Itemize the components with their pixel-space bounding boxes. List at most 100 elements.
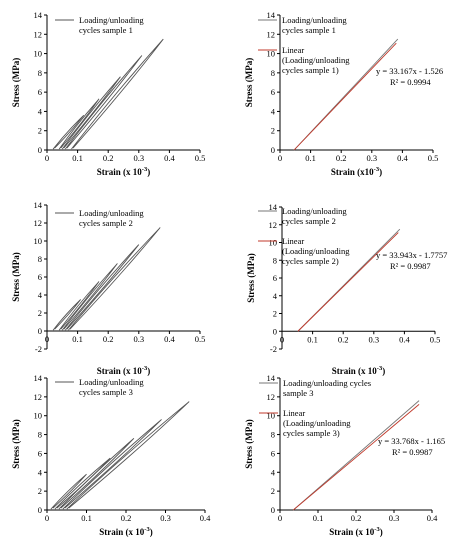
y-tick-label: 4: [38, 290, 43, 300]
y-tick-label: 4: [271, 106, 276, 116]
legend-label-linear: Linear: [282, 45, 304, 55]
y-tick-label: 14: [267, 10, 276, 20]
x-tick-label: 0.1: [72, 153, 83, 163]
r-squared-label: R² = 0.9987: [390, 261, 431, 271]
cycle-loop: [50, 473, 87, 510]
cycle-loop: [58, 438, 135, 510]
y-axis-title: Stress (MPa): [11, 419, 21, 469]
y-tick-label: 2: [271, 486, 275, 496]
x-tick-label: 0.1: [305, 153, 316, 163]
y-tick-label: 2: [38, 308, 42, 318]
y-tick-label: 10: [34, 411, 43, 421]
y-tick-label: 8: [38, 430, 42, 440]
x-tick-label: 0.2: [351, 513, 362, 523]
legend-label: sample 3: [283, 388, 313, 398]
y-tick-label: 14: [34, 200, 43, 210]
y-tick-label: 10: [34, 49, 43, 59]
x-tick-label: 0.4: [200, 513, 211, 523]
legend-label-linear: cycles sample 2): [282, 256, 339, 266]
y-tick-label: 8: [273, 255, 277, 265]
y-axis-title: Stress (MPa): [246, 253, 256, 303]
legend-label: cycles sample 3: [79, 387, 133, 397]
chart-panel-6: 0 2 4 6 8 10 12 14 0 0.1 0.2 0.3 0.4 Strain (x 10-3) S…: [244, 373, 445, 537]
x-axis-title: Strain (x 10-3): [99, 526, 152, 537]
cycle-loop: [61, 263, 118, 331]
x-tick-label: 0.4: [164, 334, 175, 344]
r-squared-label: R² = 0.9987: [392, 447, 433, 457]
legend-label: cycles sample 1: [282, 25, 336, 35]
y-tick-label: 12: [34, 29, 43, 39]
x-tick-label: 0.3: [133, 334, 144, 344]
y-tick-label: 4: [38, 106, 43, 116]
cycle-loop: [65, 244, 140, 331]
r-squared-label: R² = 0.9994: [390, 77, 431, 87]
y-tick-label: 2: [38, 486, 42, 496]
x-tick-label: 0.2: [338, 334, 349, 344]
x-axis-title: Strain (x 10-3): [97, 365, 150, 376]
y-tick-label: 8: [271, 430, 275, 440]
x-tick-label: 0: [278, 153, 282, 163]
y-tick-label: 0: [38, 326, 42, 336]
y-tick-label: -2: [270, 344, 277, 354]
data-series-line: [293, 400, 420, 511]
y-tick-label: 2: [38, 126, 42, 136]
y-tick-label: 6: [38, 272, 42, 282]
y-tick-label: 0: [271, 505, 275, 515]
y-tick-label: 14: [269, 202, 278, 212]
x-tick-label: 0.5: [195, 334, 206, 344]
y-tick-label: 0: [38, 505, 42, 515]
x-axis-title: Strain (x 10-3): [97, 166, 150, 177]
cycle-loop: [58, 98, 100, 150]
x-tick-label: 0: [278, 513, 282, 523]
y-tick-label: 12: [267, 29, 276, 39]
y-tick-label: 2: [273, 309, 277, 319]
x-tick-label: 0.4: [397, 153, 408, 163]
x-tick-label: 0.4: [399, 334, 410, 344]
y-tick-label: 12: [267, 392, 276, 402]
y-tick-label: 14: [267, 373, 276, 383]
x-tick-label: 0.4: [427, 513, 438, 523]
x-tick-label: 0.5: [430, 334, 441, 344]
trendline-equation: y = 33.167x - 1.526: [376, 66, 443, 76]
cycle-loop: [52, 114, 85, 150]
y-tick-label: -2: [35, 344, 42, 354]
x-tick-label: 0.3: [133, 153, 144, 163]
y-tick-label: 8: [271, 68, 275, 78]
y-tick-label: 4: [273, 291, 278, 301]
chart-panel-5: 0 2 4 6 8 10 12 14 0 0.1 0.2 0.3 0.4 Strain (x 10-3) S…: [11, 373, 211, 537]
y-tick-label: 10: [267, 411, 276, 421]
x-tick-label: 0.3: [160, 513, 171, 523]
legend-label-linear: Linear: [282, 236, 304, 246]
legend-label: Loading/unloading: [282, 15, 347, 25]
y-axis-title: Stress (MPa): [11, 252, 21, 302]
x-tick-label: 0.2: [103, 153, 114, 163]
y-tick-label: 8: [38, 68, 42, 78]
legend-label-linear: (Loading/unloading: [282, 246, 350, 256]
x-tick-label: 0.3: [389, 513, 400, 523]
legend-label-linear: Linear: [283, 408, 305, 418]
linear-fit-line: [297, 232, 399, 332]
cycle-loop: [65, 55, 143, 150]
x-tick-label: 0.1: [313, 513, 324, 523]
y-axis-title: Stress (MPa): [11, 58, 21, 108]
x-tick-label: 0.3: [368, 334, 379, 344]
y-tick-label: 0: [271, 145, 275, 155]
x-tick-label: 0.1: [72, 334, 83, 344]
x-tick-label: 0.2: [336, 153, 347, 163]
legend-label-linear: cycles sample 1): [282, 65, 339, 75]
x-axis-title: Strain (x10-3): [331, 166, 382, 177]
x-tick-label: 0.1: [81, 513, 92, 523]
cycle-loop: [58, 281, 100, 331]
trendline-equation: y = 33.768x - 1.165: [378, 436, 445, 446]
cycle-loop: [62, 419, 162, 510]
y-tick-label: 0: [38, 145, 42, 155]
x-tick-label: 0.1: [307, 334, 318, 344]
y-tick-label: 10: [34, 236, 43, 246]
legend-label: Loading/unloading: [79, 15, 144, 25]
legend-label-linear: cycles sample 3): [283, 428, 340, 438]
cycle-loop: [71, 38, 164, 150]
y-tick-label: 6: [273, 273, 277, 283]
